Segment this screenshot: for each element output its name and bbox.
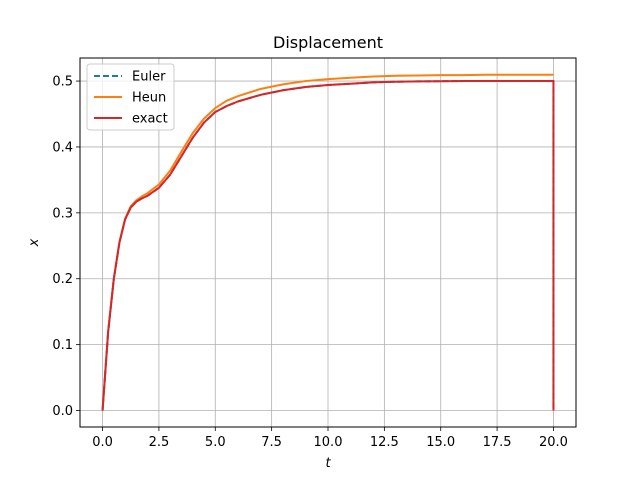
x-tick-label: 15.0 <box>426 435 455 450</box>
x-tick-label: 20.0 <box>539 435 568 450</box>
y-tick-label: 0.0 <box>52 404 73 419</box>
legend-label-heun: Heun <box>132 91 166 106</box>
y-axis: 0.0 0.1 0.2 0.3 0.4 0.5 <box>52 75 80 419</box>
x-tick-label: 12.5 <box>370 435 399 450</box>
x-tick-label: 17.5 <box>483 435 512 450</box>
y-tick-label: 0.5 <box>52 75 73 90</box>
x-tick-label: 2.5 <box>149 435 170 450</box>
series-line-exact <box>101 80 555 411</box>
x-axis: 0.0 2.5 5.0 7.5 10.0 12.5 15.0 17.5 20.0 <box>92 427 568 450</box>
series-group <box>101 73 555 411</box>
legend-label-euler: Euler <box>132 70 166 85</box>
y-tick-label: 0.2 <box>52 272 73 287</box>
x-tick-label: 10.0 <box>314 435 343 450</box>
y-axis-label: x <box>27 238 42 247</box>
chart-title: Displacement <box>273 33 383 52</box>
legend: Euler Heun exact <box>86 63 175 131</box>
x-axis-label: t <box>325 456 331 471</box>
x-tick-label: 0.0 <box>92 435 113 450</box>
legend-label-exact: exact <box>132 112 168 127</box>
x-tick-label: 7.5 <box>261 435 282 450</box>
legend-box <box>86 63 175 131</box>
y-tick-label: 0.3 <box>52 206 73 221</box>
x-tick-label: 5.0 <box>205 435 226 450</box>
y-tick-label: 0.4 <box>52 140 73 155</box>
y-tick-label: 0.1 <box>52 338 73 353</box>
